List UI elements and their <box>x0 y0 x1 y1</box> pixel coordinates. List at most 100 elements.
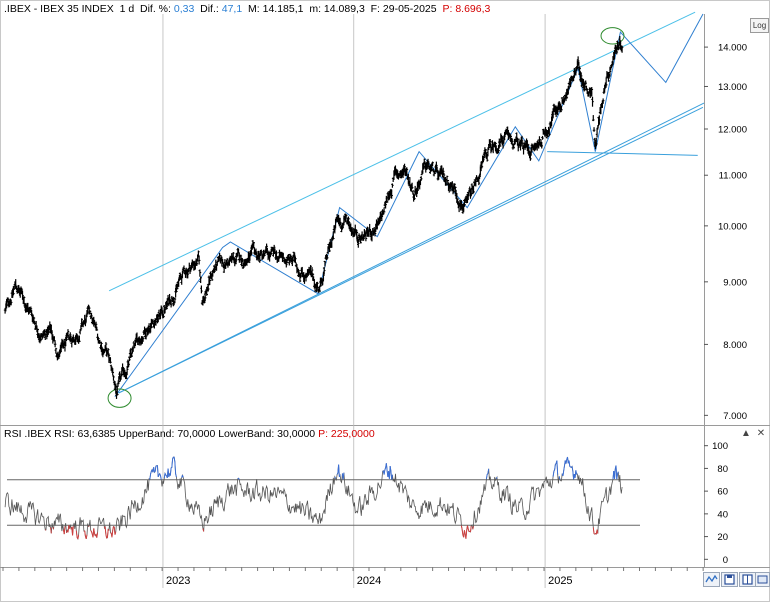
trendline <box>119 107 703 393</box>
x-tick-label: 2025 <box>548 575 572 587</box>
price-bar <box>112 375 115 380</box>
rsi-oversold-segment <box>112 530 113 537</box>
rsi-overbought-segment <box>554 470 555 471</box>
price-bar <box>79 330 82 334</box>
rsi-oversold-segment <box>108 529 109 530</box>
dif-value: 47,1 <box>222 3 242 15</box>
trendline <box>119 103 704 393</box>
trendline <box>547 152 698 156</box>
price-y-tick-label: 8.000 <box>723 340 747 351</box>
price-y-tick-label: 10.000 <box>718 221 747 232</box>
rsi-oversold-segment <box>51 527 52 533</box>
rsi-overbought-segment <box>384 470 385 475</box>
rsi-overbought-segment <box>154 467 155 472</box>
rsi-overbought-segment <box>343 473 344 480</box>
rsi-oversold-segment <box>113 527 114 531</box>
rsi-y-tick-label: 100 <box>712 441 728 452</box>
rsi-overbought-segment <box>157 465 158 476</box>
rsi-overbought-segment <box>176 474 177 477</box>
settings-button[interactable] <box>739 572 756 587</box>
price-bar <box>391 183 394 187</box>
rsi-legend-text: RSI .IBEX RSI: 63,6385 UpperBand: 70,000… <box>4 428 315 440</box>
save-icon <box>722 573 737 586</box>
date-label: F: <box>371 3 380 15</box>
dif-label: Dif.: <box>200 3 219 15</box>
price-bar <box>591 97 594 107</box>
rsi-overbought-segment <box>563 471 564 476</box>
rsi-overbought-segment <box>615 469 616 479</box>
max-value: 14.185,1 <box>263 3 304 15</box>
fullscreen-button[interactable] <box>755 572 770 587</box>
p-value: 8.696,3 <box>455 3 490 15</box>
rsi-oversold-segment <box>76 531 77 538</box>
rsi-overbought-segment <box>386 463 387 470</box>
rsi-overbought-segment <box>175 462 176 474</box>
price-bar <box>199 269 202 276</box>
rsi-oversold-segment <box>467 526 468 529</box>
rsi-overbought-segment <box>337 473 338 474</box>
price-y-tick-label: 12.000 <box>718 124 747 135</box>
rsi-oversold-segment <box>53 527 54 529</box>
rsi-overbought-segment <box>566 459 567 463</box>
panel-up-button[interactable]: ▲ <box>739 428 753 440</box>
highlight-ellipse <box>108 389 131 407</box>
panel-close-button[interactable]: ✕ <box>754 428 768 440</box>
price-y-tick-label: 7.000 <box>723 411 747 422</box>
rsi-y-tick-label: 80 <box>717 464 728 475</box>
rsi-overbought-segment <box>564 466 565 471</box>
rsi-p-value: P: 225,0000 <box>318 428 375 440</box>
rsi-oversold-segment <box>86 535 87 539</box>
dif-pct-value: 0,33 <box>174 3 194 15</box>
rsi-overbought-segment <box>160 475 161 479</box>
rsi-overbought-segment <box>155 466 156 471</box>
price-bar <box>55 348 58 354</box>
rsi-oversold-segment <box>107 529 108 537</box>
rsi-overbought-segment <box>150 474 151 479</box>
layout-icon <box>756 573 769 586</box>
price-bar <box>592 115 595 121</box>
rsi-overbought-segment <box>165 473 166 475</box>
rsi-oversold-segment <box>64 526 65 534</box>
rsi-overbought-segment <box>555 464 556 470</box>
symbol-label: .IBEX - IBEX 35 INDEX <box>4 3 114 15</box>
rsi-oversold-segment <box>92 532 93 535</box>
price-y-tick-label: 13.000 <box>718 82 747 93</box>
rsi-overbought-segment <box>158 475 159 477</box>
rsi-overbought-segment <box>172 459 173 468</box>
price-bar <box>596 128 599 138</box>
x-tick-label: 2024 <box>357 575 381 587</box>
rsi-oversold-segment <box>73 526 74 535</box>
rsi-overbought-segment <box>182 475 183 477</box>
rsi-y-tick-label: 20 <box>717 532 728 543</box>
rsi-legend: RSI .IBEX RSI: 63,6385 UpperBand: 70,000… <box>4 428 375 440</box>
rsi-oversold-segment <box>473 526 474 529</box>
rsi-overbought-segment <box>160 474 161 476</box>
max-label: M: <box>248 3 260 15</box>
rsi-oversold-segment <box>107 538 108 539</box>
rsi-line <box>5 457 622 539</box>
price-y-tick-label: 9.000 <box>723 277 747 288</box>
rsi-oversold-segment <box>470 526 471 532</box>
log-scale-button[interactable]: Log <box>750 18 769 33</box>
rsi-overbought-segment <box>555 464 556 465</box>
price-legend: .IBEX - IBEX 35 INDEX 1 d Dif. %: 0,33 D… <box>4 3 490 15</box>
rsi-overbought-segment <box>166 475 167 476</box>
price-bar <box>200 285 203 293</box>
save-button[interactable] <box>721 572 738 587</box>
p-label: P: <box>442 3 452 15</box>
rsi-overbought-segment <box>170 468 171 476</box>
rsi-oversold-segment <box>88 526 89 527</box>
timeframe-label: 1 d <box>120 3 135 15</box>
indicator-wave-button[interactable] <box>703 572 720 587</box>
rsi-overbought-segment <box>553 471 554 476</box>
rsi-oversold-segment <box>461 526 462 530</box>
min-value: 14.089,3 <box>324 3 365 15</box>
rsi-overbought-segment <box>487 474 488 475</box>
rsi-overbought-segment <box>339 475 340 477</box>
date-value: 29-05-2025 <box>383 3 437 15</box>
dif-pct-label: Dif. %: <box>140 3 171 15</box>
axis-layer: 7.0008.0009.00010.00011.00012.00013.0001… <box>3 43 747 587</box>
